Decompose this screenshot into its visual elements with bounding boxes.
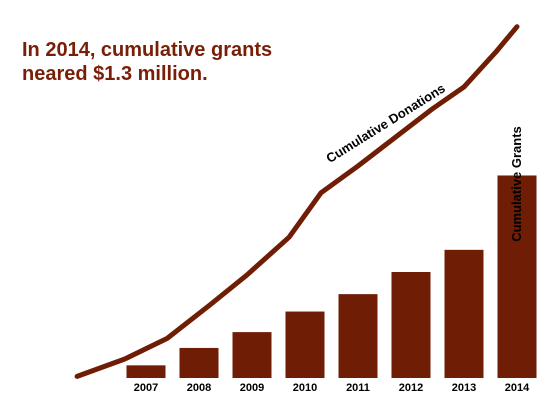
bar-2014 (497, 175, 537, 378)
cumulative-donations-line (74, 24, 520, 379)
bar-2013 (444, 249, 484, 378)
line-layer (74, 24, 520, 379)
x-tick-label-2007: 2007 (134, 382, 158, 394)
x-tick-label-2011: 2011 (346, 382, 370, 394)
bar-2009 (232, 332, 272, 378)
x-tick-label-2012: 2012 (399, 382, 423, 394)
x-tick-label-2010: 2010 (293, 382, 317, 394)
x-tick-label-2014: 2014 (505, 382, 530, 394)
cumulative-donations-label: Cumulative Donations (323, 80, 447, 165)
cumulative-grants-label: Cumulative Grants (509, 126, 524, 242)
x-tick-label-2009: 2009 (240, 382, 264, 394)
bars-layer (126, 175, 537, 378)
chart-title: In 2014, cumulative grants neared $1.3 m… (22, 38, 342, 86)
bar-2007 (126, 365, 166, 378)
x-tick-label-2013: 2013 (452, 382, 476, 394)
chart-title-line-1: In 2014, cumulative grants (22, 39, 273, 61)
chart-title-line-2: neared $1.3 million. (22, 63, 208, 85)
bar-2011 (338, 294, 378, 378)
bar-2010 (285, 311, 325, 378)
bar-2012 (391, 271, 431, 378)
bar-2008 (179, 347, 219, 378)
x-tick-label-2008: 2008 (187, 382, 211, 394)
